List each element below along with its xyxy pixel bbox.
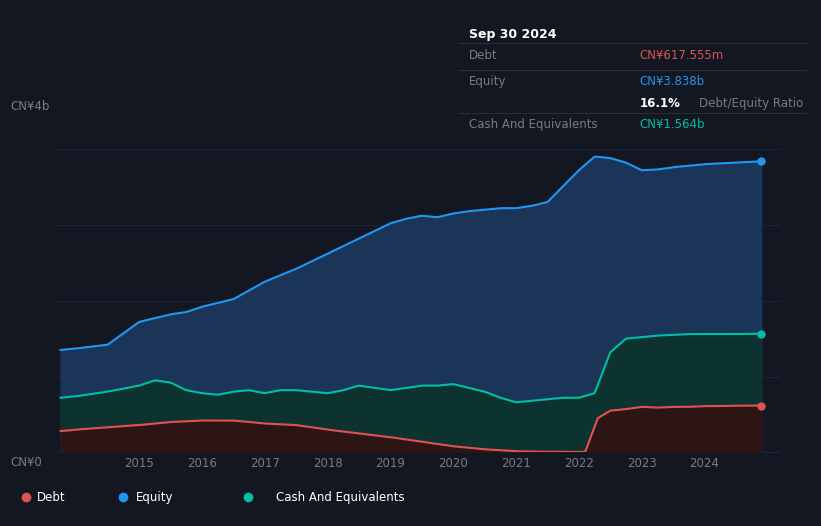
Text: CN¥617.555m: CN¥617.555m [640, 48, 724, 62]
Text: Debt/Equity Ratio: Debt/Equity Ratio [699, 97, 803, 110]
Text: Cash And Equivalents: Cash And Equivalents [469, 118, 597, 131]
Text: Debt: Debt [469, 48, 498, 62]
Text: Equity: Equity [135, 491, 173, 503]
Text: CN¥1.564b: CN¥1.564b [640, 118, 705, 131]
Text: CN¥4b: CN¥4b [11, 100, 50, 113]
Text: Debt: Debt [37, 491, 66, 503]
Text: CN¥0: CN¥0 [11, 456, 42, 469]
Text: Sep 30 2024: Sep 30 2024 [469, 28, 556, 41]
Text: 16.1%: 16.1% [640, 97, 681, 110]
Text: CN¥3.838b: CN¥3.838b [640, 75, 704, 88]
Text: Equity: Equity [469, 75, 506, 88]
Text: Cash And Equivalents: Cash And Equivalents [276, 491, 405, 503]
